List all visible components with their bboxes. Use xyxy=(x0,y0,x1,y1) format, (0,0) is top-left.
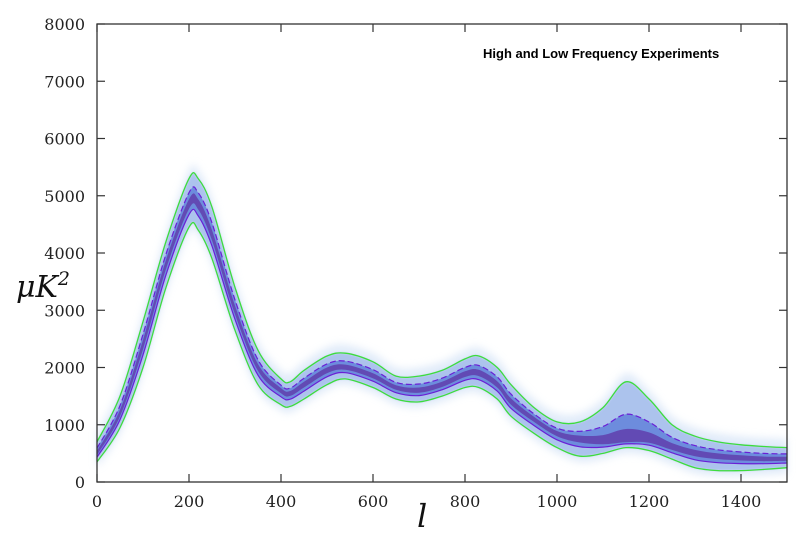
confidence-bands xyxy=(96,164,788,477)
y-tick-label: 1000 xyxy=(44,416,85,435)
plot-frame xyxy=(96,23,788,483)
x-tick-label: 400 xyxy=(266,492,297,511)
y-tick-label: 2000 xyxy=(44,359,85,378)
y-tick-label: 8000 xyxy=(44,15,85,34)
y-axis-label: μK2 xyxy=(16,268,70,305)
x-tick-label: 600 xyxy=(358,492,389,511)
y-tick-label: 5000 xyxy=(44,187,85,206)
y-tick-label: 6000 xyxy=(44,130,85,149)
y-axis-label-text: μK xyxy=(16,270,59,305)
x-tick-label: 200 xyxy=(174,492,205,511)
y-tick-label: 0 xyxy=(75,473,85,492)
lower-inner-line xyxy=(96,208,788,465)
axes xyxy=(96,23,788,483)
x-axis-label: l xyxy=(417,497,427,535)
upper-contour xyxy=(96,172,788,449)
y-tick-label: 7000 xyxy=(44,72,85,91)
y-axis-ticks: 0 1000 2000 3000 4000 5000 6000 7000 8000 xyxy=(44,15,787,492)
x-tick-label: 0 xyxy=(92,492,102,511)
y-axis-label-superscript: 2 xyxy=(57,268,70,290)
y-tick-label: 4000 xyxy=(44,244,85,263)
upper-inner-line xyxy=(96,186,788,455)
y-tick-label: 3000 xyxy=(44,301,85,320)
x-tick-label: 1200 xyxy=(629,492,670,511)
x-tick-label: 800 xyxy=(450,492,481,511)
x-tick-label: 1000 xyxy=(537,492,578,511)
x-tick-label: 1400 xyxy=(721,492,762,511)
x-axis-ticks: 0 200 400 600 800 1000 1200 1400 xyxy=(92,24,761,511)
lower-contour xyxy=(96,221,788,472)
confidence-band xyxy=(97,172,787,471)
chart-title: High and Low Frequency Experiments xyxy=(483,46,719,61)
